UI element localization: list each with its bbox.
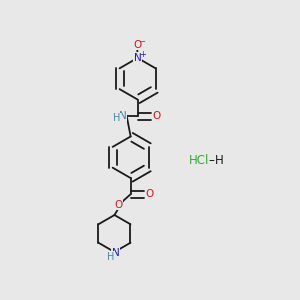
Text: N: N (134, 53, 142, 63)
Text: HCl: HCl (189, 154, 209, 167)
Text: O: O (133, 40, 141, 50)
Text: N: N (112, 248, 119, 258)
Text: H: H (107, 252, 115, 262)
Text: O: O (153, 111, 161, 121)
Text: H: H (215, 154, 224, 167)
Text: H: H (113, 113, 121, 124)
Text: O: O (115, 200, 123, 210)
Text: –: – (208, 154, 214, 167)
Text: +: + (139, 50, 146, 59)
Text: O: O (146, 189, 154, 199)
Text: N: N (119, 111, 126, 121)
Text: −: − (138, 37, 145, 46)
